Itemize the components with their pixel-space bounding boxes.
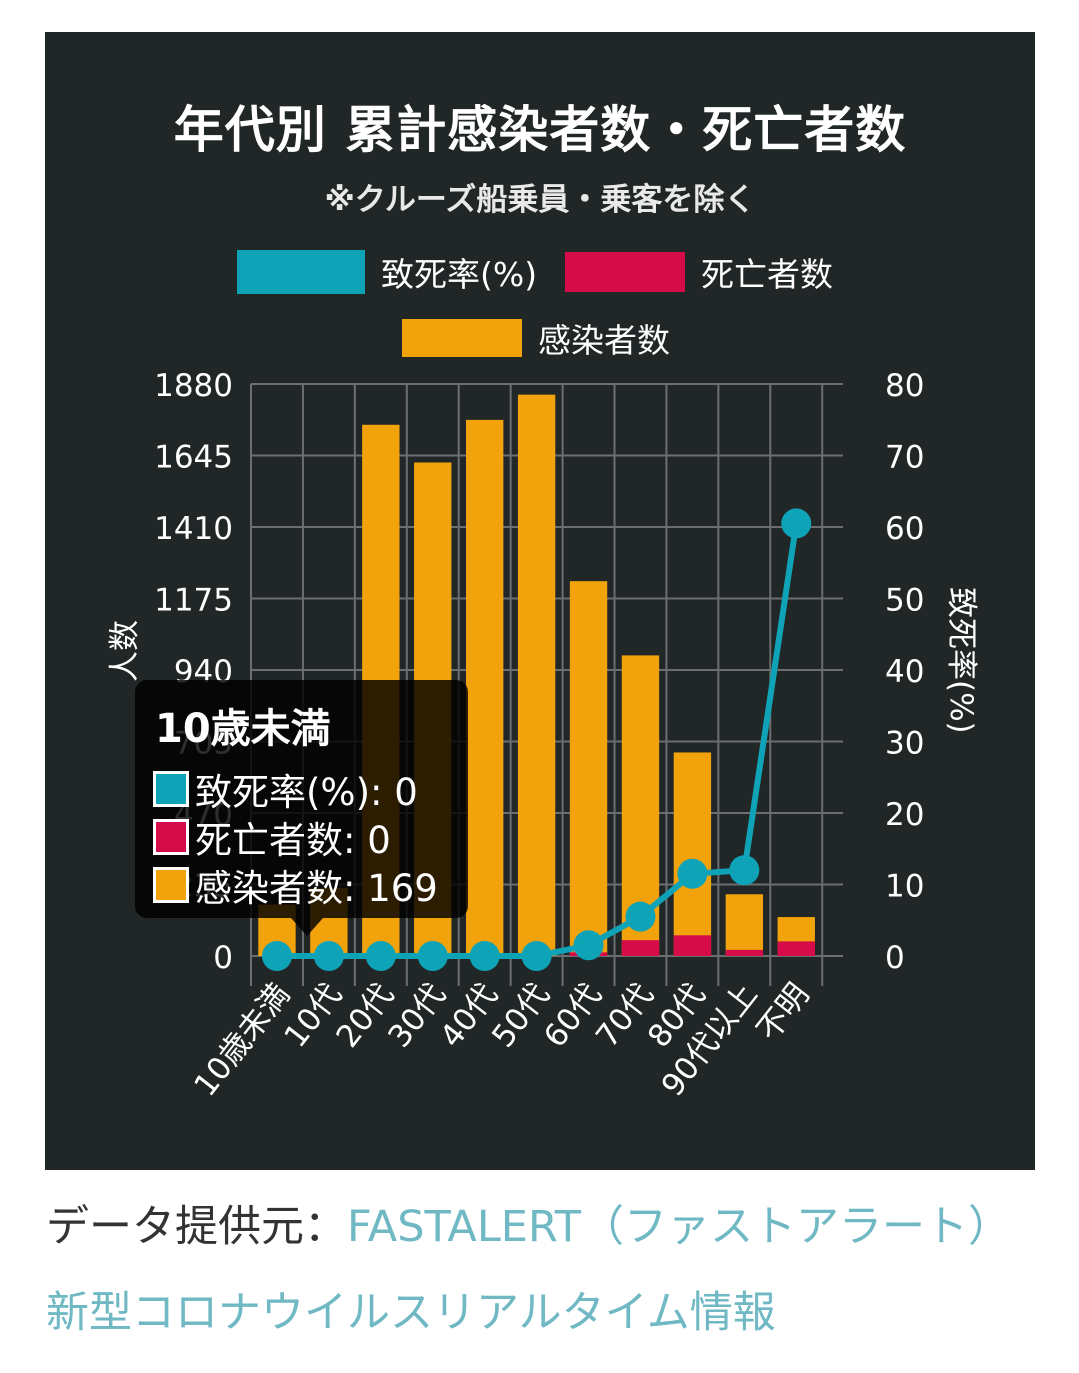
x-tick-label: 50代	[485, 977, 557, 1055]
tooltip-swatch-rate	[153, 771, 189, 807]
x-tick-label: 10代	[277, 977, 349, 1055]
tooltip-row-cases: 感染者数: 169	[153, 858, 438, 912]
point-rate	[521, 941, 552, 971]
y-left-tick-label: 1175	[154, 583, 233, 619]
bar-cases	[465, 419, 504, 957]
point-rate	[365, 941, 396, 971]
y-axis-left-title: 人数	[107, 620, 143, 682]
y-left-tick-label: 1410	[154, 511, 233, 547]
x-tick-label: 60代	[537, 977, 609, 1055]
tooltip-swatch-cases	[153, 867, 189, 903]
legend-label-deaths: 死亡者数	[701, 255, 833, 294]
chart-subtitle: ※クルーズ船乗員・乗客を除く	[324, 182, 756, 218]
bar-cases	[725, 894, 764, 956]
point-rate	[625, 901, 656, 932]
source-prefix: データ提供元：	[46, 1202, 347, 1252]
y-left-tick-label: 0	[213, 940, 233, 976]
source-link[interactable]: FASTALERT（ファストアラート）新型コロナウイルスリアルタイム情報	[46, 1202, 1011, 1338]
tooltip-text-rate: 致死率(%): 0	[195, 771, 418, 814]
y-axis-right-title: 致死率(%)	[943, 587, 979, 734]
y-right-tick-label: 40	[885, 654, 924, 690]
chart-panel: 年代別 累計感染者数・死亡者数 ※クルーズ船乗員・乗客を除く 致死率(%) 死亡…	[45, 32, 1035, 1170]
y-right-tick-label: 80	[885, 368, 924, 404]
chart-plot: 0023510470207053094040117550141060164570…	[154, 368, 924, 1104]
point-rate	[417, 941, 448, 971]
point-rate	[781, 508, 812, 539]
legend-swatch-cases	[402, 319, 522, 357]
tooltip-row-deaths: 死亡者数: 0	[153, 810, 391, 864]
point-rate	[313, 941, 344, 971]
point-rate	[729, 855, 760, 886]
tooltip-text-cases: 感染者数: 169	[195, 867, 438, 910]
point-rate	[261, 941, 292, 971]
x-tick-label: 20代	[329, 977, 401, 1055]
bar-cases	[517, 394, 556, 956]
y-left-tick-label: 1645	[154, 440, 233, 476]
x-tick-label: 70代	[589, 977, 661, 1055]
legend-label-rate: 致死率(%)	[381, 255, 538, 294]
y-right-tick-label: 70	[885, 440, 924, 476]
chart-title: 年代別 累計感染者数・死亡者数	[173, 101, 907, 159]
bar-deaths	[777, 941, 815, 956]
legend-item-rate[interactable]: 致死率(%)	[237, 248, 537, 296]
bar-cases	[673, 752, 712, 956]
x-tick-label: 不明	[750, 977, 817, 1048]
y-right-tick-label: 0	[885, 940, 905, 976]
legend-item-deaths[interactable]: 死亡者数	[565, 248, 833, 296]
tooltip-text-deaths: 死亡者数: 0	[195, 819, 391, 862]
y-right-tick-label: 50	[885, 583, 924, 619]
point-rate	[573, 930, 604, 961]
tooltip-row-rate: 致死率(%): 0	[153, 762, 418, 816]
x-tick-label: 40代	[433, 977, 505, 1055]
legend-item-cases[interactable]: 感染者数	[402, 314, 670, 362]
source-credit: データ提供元：FASTALERT（ファストアラート）新型コロナウイルスリアルタイ…	[46, 1184, 1036, 1356]
legend-label-cases: 感染者数	[538, 321, 670, 360]
tooltip-swatch-deaths	[153, 819, 189, 855]
bar-deaths	[725, 949, 764, 956]
x-tick-label: 10歳未満	[187, 977, 297, 1104]
point-rate	[469, 941, 500, 971]
bar-deaths	[673, 935, 712, 956]
tooltip-caret	[291, 918, 323, 936]
y-right-tick-label: 30	[885, 726, 924, 762]
legend-swatch-rate	[237, 250, 365, 294]
y-right-tick-label: 20	[885, 797, 924, 833]
bar-deaths	[621, 940, 660, 956]
y-left-tick-label: 1880	[154, 368, 233, 404]
y-right-tick-label: 10	[885, 869, 924, 905]
tooltip: 10歳未満 致死率(%): 0 死亡者数: 0 感染者数: 169	[135, 680, 468, 918]
x-tick-label: 30代	[381, 977, 453, 1055]
y-right-tick-label: 60	[885, 511, 924, 547]
point-rate	[677, 858, 708, 889]
bar-cases	[569, 581, 608, 956]
tooltip-title: 10歳未満	[155, 706, 331, 752]
legend-swatch-deaths	[565, 252, 685, 292]
